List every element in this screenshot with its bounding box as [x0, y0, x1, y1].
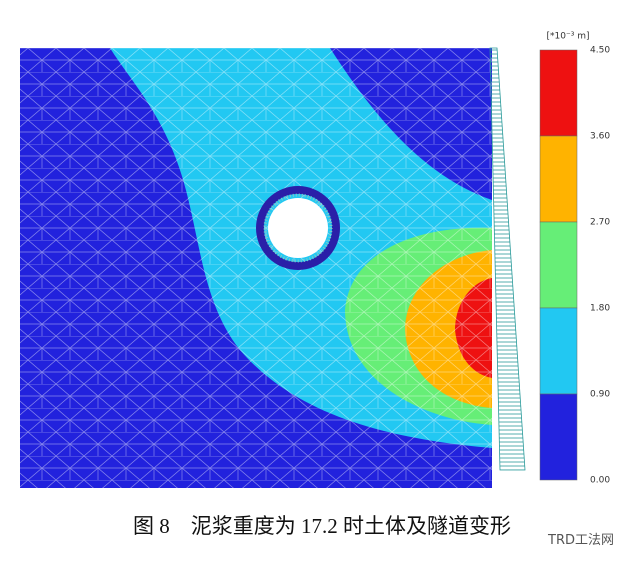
color-scale: 4.50 3.60 2.70 1.80 0.90 0.00 [539, 46, 610, 486]
tunnel [268, 198, 328, 258]
contour-plot [20, 48, 492, 488]
scale-label: 4.50 [590, 46, 610, 56]
tunnel-ring [263, 193, 333, 263]
scale-label: 3.60 [590, 132, 610, 142]
scale-label: 1.80 [590, 304, 610, 314]
scale-label: 0.00 [590, 476, 610, 486]
scale-band [539, 307, 578, 395]
unit-label: [*10⁻³ m] [547, 32, 590, 42]
scale-band [539, 49, 578, 137]
caption: 图 8 泥浆重度为 17.2 时土体及隧道变形 [133, 514, 511, 538]
tunnel-lining [256, 186, 340, 270]
scale-band [539, 221, 578, 309]
mesh [20, 48, 492, 488]
scale-band [539, 393, 578, 481]
watermark: TRD工法网 [547, 533, 614, 548]
scale-label: 0.90 [590, 390, 610, 400]
scale-band [539, 135, 578, 223]
scale-label: 2.70 [590, 218, 610, 228]
wall-deformation [489, 47, 526, 471]
